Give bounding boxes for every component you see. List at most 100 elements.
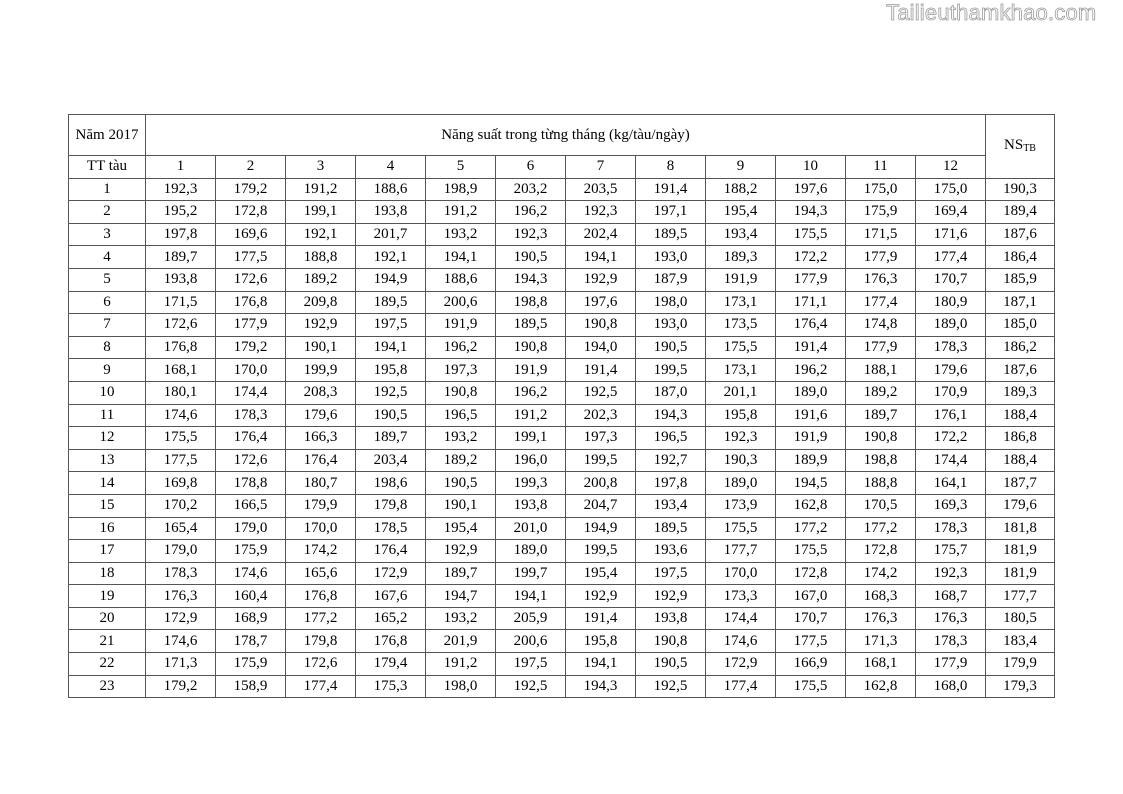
vessel-number: 15	[68, 493, 146, 518]
vessel-number: 23	[68, 674, 146, 699]
monthly-value: 189,5	[635, 222, 706, 247]
monthly-value: 177,2	[775, 516, 846, 541]
vessel-number: 16	[68, 516, 146, 541]
monthly-value: 170,9	[915, 380, 986, 405]
productivity-table: Năm 2017 Năng suất trong từng tháng (kg/…	[68, 114, 1055, 699]
monthly-value: 176,1	[915, 403, 986, 428]
monthly-value: 196,2	[775, 358, 846, 382]
monthly-value: 172,6	[215, 267, 286, 292]
table-row: 13 177,5 172,6 176,4 203,4 189,2 196,0 199,5 192…	[68, 448, 1055, 473]
average-value: 177,7	[985, 584, 1055, 608]
monthly-value: 191,4	[635, 177, 706, 202]
monthly-value: 193,6	[635, 539, 706, 563]
vessel-number: 14	[68, 471, 146, 495]
monthly-value: 198,0	[635, 290, 706, 315]
average-value: 181,8	[985, 516, 1055, 541]
monthly-value: 197,8	[635, 471, 706, 495]
monthly-value: 169,4	[915, 200, 986, 224]
monthly-value: 192,3	[495, 222, 566, 247]
year-header: Năm 2017	[68, 114, 146, 156]
monthly-value: 192,3	[915, 561, 986, 586]
table-row: 22 171,3 175,9 172,6 179,4 191,2 197,5 194,1 190…	[68, 652, 1055, 676]
vessel-number: 6	[68, 290, 146, 315]
watermark: Tailieuthamkhao.com	[886, 0, 1097, 25]
vessel-number: 1	[68, 177, 146, 202]
monthly-value: 201,1	[705, 380, 776, 405]
average-value: 189,3	[985, 380, 1055, 405]
monthly-value: 169,8	[145, 471, 216, 495]
month-header: 7	[565, 155, 636, 179]
monthly-value: 177,4	[285, 674, 356, 699]
average-value: 180,5	[985, 606, 1055, 631]
month-header: 10	[775, 155, 846, 179]
monthly-value: 176,8	[285, 584, 356, 608]
monthly-value: 177,7	[705, 539, 776, 563]
monthly-value: 205,9	[495, 606, 566, 631]
monthly-value: 190,5	[355, 403, 426, 428]
monthly-value: 177,9	[845, 335, 916, 360]
monthly-value: 175,5	[775, 674, 846, 699]
monthly-value: 194,5	[775, 471, 846, 495]
monthly-value: 196,5	[635, 426, 706, 450]
monthly-value: 172,6	[215, 448, 286, 473]
monthly-value: 199,5	[635, 358, 706, 382]
monthly-value: 189,5	[355, 290, 426, 315]
monthly-value: 190,8	[565, 313, 636, 337]
vessel-number-header: TT tàu	[68, 155, 146, 179]
monthly-value: 191,2	[425, 652, 496, 676]
monthly-value: 168,1	[845, 652, 916, 676]
monthly-value: 199,7	[495, 561, 566, 586]
table-row: 2 195,2 172,8 199,1 193,8 191,2 196,2 192,3 197,…	[68, 200, 1055, 224]
monthly-value: 175,3	[355, 674, 426, 699]
monthly-value: 192,5	[355, 380, 426, 405]
monthly-value: 200,6	[495, 629, 566, 654]
monthly-value: 179,8	[285, 629, 356, 654]
monthly-value: 175,5	[145, 426, 216, 450]
monthly-value: 180,7	[285, 471, 356, 495]
monthly-value: 199,1	[495, 426, 566, 450]
monthly-value: 202,3	[565, 403, 636, 428]
table-body: 1 192,3 179,2 191,2 188,6 198,9 203,2 203,5 191,…	[68, 177, 1055, 699]
month-header: 4	[355, 155, 426, 179]
vessel-number: 2	[68, 200, 146, 224]
monthly-value: 168,7	[915, 584, 986, 608]
monthly-value: 178,3	[145, 561, 216, 586]
table-row: 5 193,8 172,6 189,2 194,9 188,6 194,3 192,9 187,…	[68, 267, 1055, 292]
table-row: 19 176,3 160,4 176,8 167,6 194,7 194,1 192,9 192…	[68, 584, 1055, 608]
monthly-value: 172,9	[705, 652, 776, 676]
monthly-value: 192,1	[355, 245, 426, 269]
monthly-value: 190,5	[425, 471, 496, 495]
monthly-value: 174,6	[145, 629, 216, 654]
monthly-value: 177,5	[145, 448, 216, 473]
monthly-value: 195,4	[705, 200, 776, 224]
monthly-value: 175,5	[775, 539, 846, 563]
monthly-value: 172,9	[355, 561, 426, 586]
monthly-value: 187,9	[635, 267, 706, 292]
monthly-value: 173,5	[705, 313, 776, 337]
monthly-value: 194,0	[565, 335, 636, 360]
monthly-value: 194,1	[425, 245, 496, 269]
table-row: 12 175,5 176,4 166,3 189,7 193,2 199,1 197,3 196…	[68, 426, 1055, 450]
monthly-value: 191,9	[425, 313, 496, 337]
header-row-1: Năm 2017 Năng suất trong từng tháng (kg/…	[68, 114, 1055, 179]
monthly-value: 167,6	[355, 584, 426, 608]
monthly-value: 174,2	[285, 539, 356, 563]
monthly-value: 209,8	[285, 290, 356, 315]
monthly-value: 158,9	[215, 674, 286, 699]
monthly-value: 170,0	[285, 516, 356, 541]
monthly-value: 177,4	[915, 245, 986, 269]
monthly-value: 193,8	[635, 606, 706, 631]
monthly-value: 191,4	[565, 606, 636, 631]
average-value: 188,4	[985, 403, 1055, 428]
average-value: 181,9	[985, 561, 1055, 586]
vessel-number: 12	[68, 426, 146, 450]
monthly-value: 190,1	[425, 493, 496, 518]
monthly-value: 200,8	[565, 471, 636, 495]
monthly-value: 178,3	[915, 335, 986, 360]
monthly-value: 179,8	[355, 493, 426, 518]
monthly-value: 170,5	[845, 493, 916, 518]
table-row: 1 192,3 179,2 191,2 188,6 198,9 203,2 203,5 191,…	[68, 177, 1055, 202]
monthly-value: 194,1	[495, 584, 566, 608]
monthly-value: 167,0	[775, 584, 846, 608]
table-row: 6 171,5 176,8 209,8 189,5 200,6 198,8 197,6 198,…	[68, 290, 1055, 315]
